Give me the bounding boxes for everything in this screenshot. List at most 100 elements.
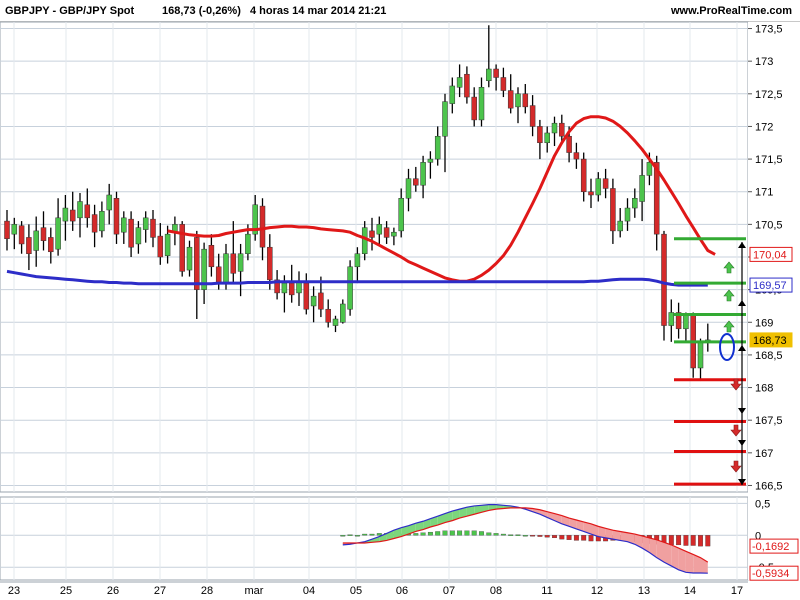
macd-hist-label[interactable]: MACD-, señal bbox=[3, 498, 66, 509]
macd-indicator-legend: MACD-, señal Señal MACD (12 26 9) bbox=[0, 497, 186, 511]
x-tick-label: 06 bbox=[396, 585, 408, 597]
x-tick-label: 04 bbox=[303, 585, 315, 597]
candle-body-bear bbox=[580, 158, 587, 192]
candle-body-bear bbox=[288, 282, 295, 296]
macd-signal-fill bbox=[642, 535, 650, 553]
candle-body-bear bbox=[573, 152, 580, 160]
macd-histogram-bar bbox=[617, 535, 623, 541]
macd-histogram-bar bbox=[610, 535, 616, 541]
highlight-circle-icon bbox=[719, 333, 735, 361]
macd-value-tag-box bbox=[749, 538, 799, 554]
macd-signal-fill bbox=[598, 526, 606, 538]
candle-body-bull bbox=[434, 135, 441, 160]
macd-signal-fill bbox=[547, 511, 555, 521]
candle-body-bull bbox=[639, 175, 645, 202]
macd-histogram-bar bbox=[493, 533, 499, 536]
mm20-label[interactable]: MM (Simple 20) bbox=[33, 23, 109, 34]
price-label[interactable]: Precio bbox=[3, 23, 32, 34]
candle-body-bear bbox=[471, 96, 477, 121]
candle-body-bull bbox=[683, 315, 689, 330]
macd-signal-fill bbox=[430, 516, 438, 528]
x-tick-label: 28 bbox=[201, 585, 213, 597]
macd-signal-fill bbox=[510, 505, 518, 508]
macd-signal-fill bbox=[634, 534, 643, 549]
candle-body-bear bbox=[325, 308, 331, 323]
macd-signal-line bbox=[342, 507, 709, 563]
macd-signal-fill bbox=[693, 554, 701, 573]
candle-body-bull bbox=[478, 87, 485, 121]
site-url[interactable]: www.ProRealTime.com bbox=[670, 5, 792, 17]
macd-signal-fill bbox=[649, 537, 657, 558]
macd-signal-fill bbox=[401, 525, 409, 537]
candle-body-bull bbox=[172, 224, 178, 233]
candle-body-bear bbox=[559, 122, 565, 137]
macd-value-tag-label: -0,5934 bbox=[752, 568, 789, 580]
macd-signal-fill bbox=[364, 539, 372, 543]
macd-signal-fill bbox=[379, 533, 387, 542]
mm20-line bbox=[167, 115, 716, 283]
price-ytick-label: 166,5 bbox=[755, 480, 783, 492]
macd-histogram-bar bbox=[544, 535, 550, 538]
candle-body-bull bbox=[62, 207, 69, 222]
macd-ytick-label: 0,5 bbox=[755, 498, 770, 510]
macd-signal-fill bbox=[459, 507, 467, 519]
x-tick-label: 13 bbox=[638, 585, 650, 597]
candle-body-bull bbox=[544, 132, 550, 144]
candle-body-bear bbox=[91, 214, 98, 233]
candle-body-bear bbox=[215, 266, 222, 284]
candle-body-bull bbox=[106, 194, 112, 211]
mm200-label[interactable]: MM (Simple 200) bbox=[108, 23, 191, 34]
price-ytick-label: 169 bbox=[755, 317, 773, 329]
red-down-arrow-icon bbox=[730, 378, 742, 391]
price-ytick-label: 172,5 bbox=[755, 89, 783, 101]
candle-body-bull bbox=[237, 253, 244, 272]
candle-body-bull bbox=[391, 231, 397, 237]
candle-body-bull bbox=[427, 158, 434, 163]
macd-signal-fill bbox=[583, 521, 591, 535]
candle-body-bull bbox=[186, 246, 193, 271]
macd-signal-label[interactable]: Señal bbox=[67, 498, 98, 509]
macd-histogram-bar bbox=[398, 533, 404, 536]
macd-histogram-bar bbox=[427, 531, 433, 536]
macd-histogram-bar bbox=[391, 533, 397, 536]
x-tick-label: 26 bbox=[107, 585, 119, 597]
candle-body-bull bbox=[164, 233, 171, 256]
x-tick-label: 07 bbox=[443, 585, 455, 597]
macd-histogram-bar bbox=[486, 532, 492, 536]
price-ytick-label: 167 bbox=[755, 448, 773, 460]
macd-ytick-label: 0 bbox=[755, 530, 761, 542]
macd-histogram-bar bbox=[522, 535, 528, 537]
macd-signal-fill bbox=[561, 515, 570, 527]
candle-body-bear bbox=[383, 227, 390, 238]
macd-signal-fill bbox=[525, 507, 533, 512]
macd-histogram-bar bbox=[654, 535, 660, 545]
macd-histogram-bar bbox=[639, 535, 645, 544]
chart-symbol-title: GBPJPY - GBP/JPY Spot bbox=[5, 5, 135, 17]
price-ytick-label: 171,5 bbox=[755, 154, 783, 166]
candle-body-bull bbox=[420, 162, 426, 186]
macd-histogram-bar bbox=[442, 530, 448, 536]
x-tick-label: mar bbox=[245, 585, 264, 597]
macd-histogram-bar bbox=[354, 535, 360, 537]
macd-histogram-bar bbox=[632, 535, 638, 542]
macd-histogram-bar bbox=[595, 535, 601, 542]
macd-signal-fill bbox=[415, 521, 424, 532]
candle-body-bear bbox=[48, 237, 54, 253]
candle-body-bear bbox=[413, 178, 419, 186]
macd-main-label[interactable]: MACD (12 26 9) bbox=[97, 498, 176, 509]
macd-histogram-bar bbox=[573, 535, 579, 541]
candle-body-bull bbox=[99, 211, 105, 232]
macd-signal-fill bbox=[496, 504, 504, 510]
macd-histogram-bar bbox=[683, 535, 689, 546]
macd-value-tag-box bbox=[749, 565, 799, 581]
macd-signal-fill bbox=[671, 544, 679, 570]
x-tick-label: 11 bbox=[541, 585, 552, 597]
price-tag-box bbox=[749, 277, 793, 293]
candle-body-bear bbox=[500, 77, 507, 91]
candle-body-bear bbox=[179, 224, 185, 272]
macd-histogram-bar bbox=[581, 535, 587, 541]
candle-body-bull bbox=[347, 266, 353, 310]
candle-body-bear bbox=[507, 90, 514, 109]
red-down-arrow-icon bbox=[730, 460, 742, 473]
macd-histogram-bar bbox=[435, 531, 441, 536]
